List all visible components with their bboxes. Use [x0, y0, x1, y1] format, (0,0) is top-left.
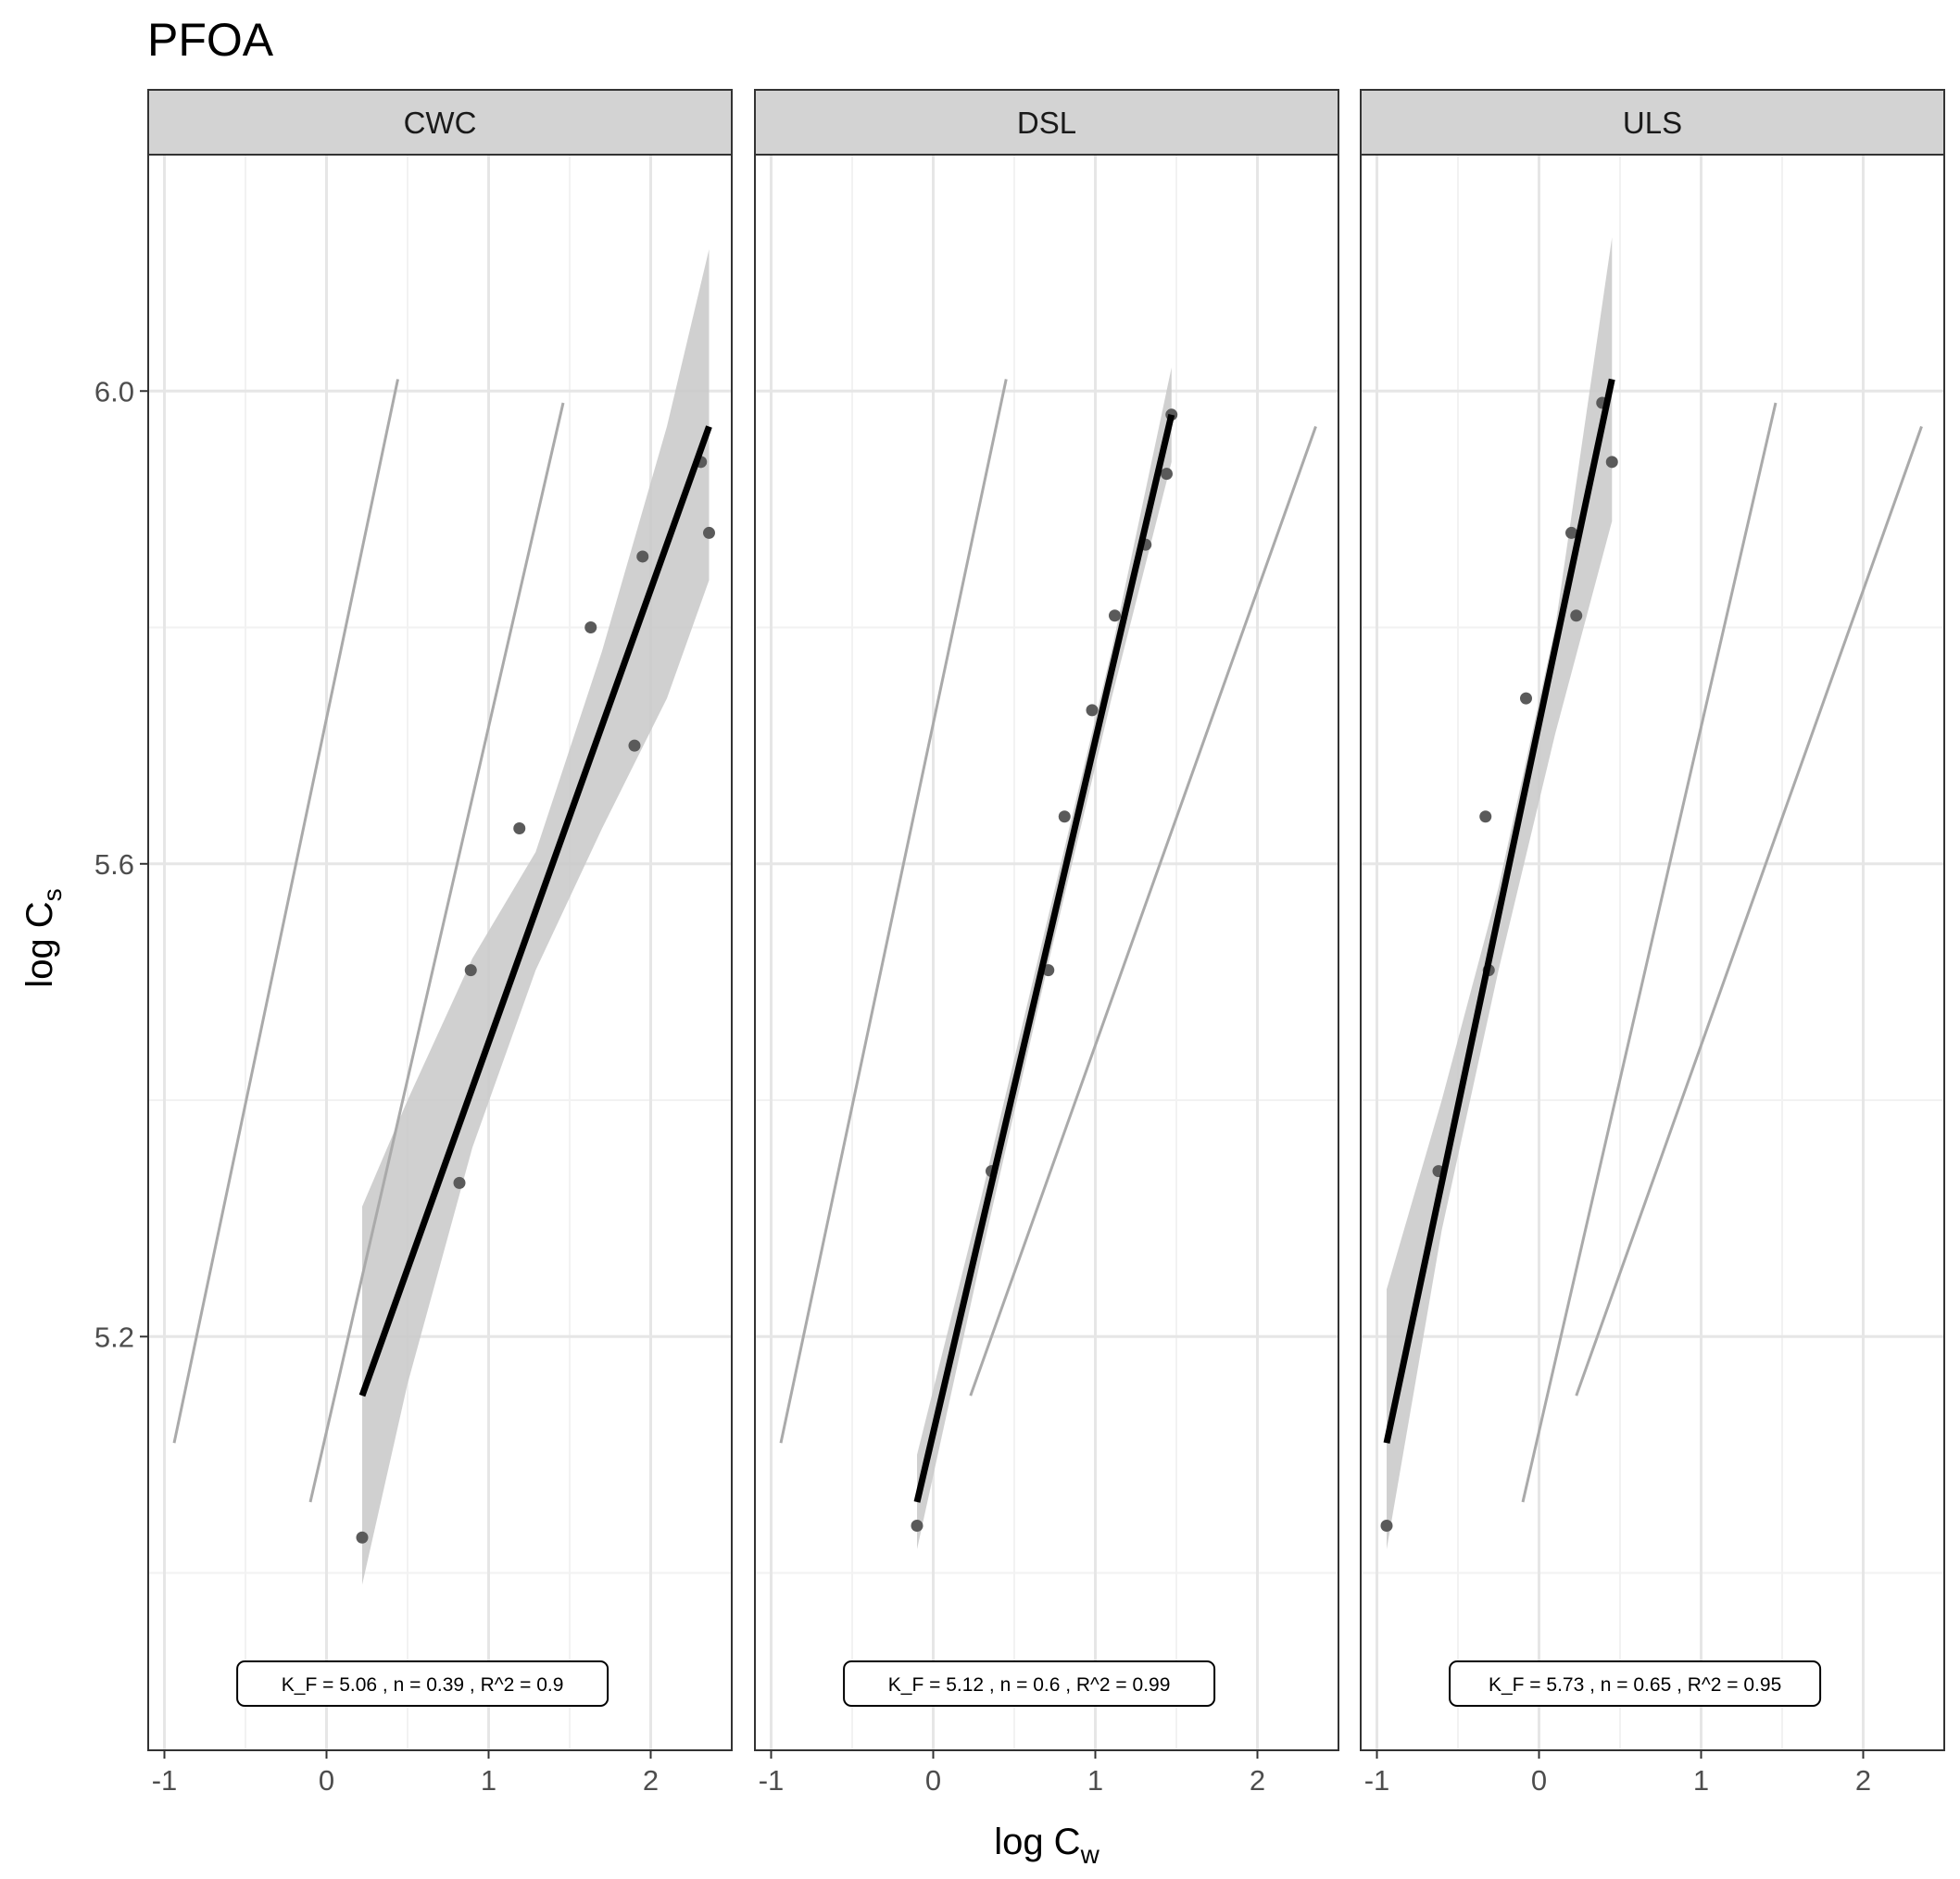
chart-title: PFOA	[147, 14, 274, 66]
panel-uls: K_F = 5.73 , n = 0.65 , R^2 = 0.95 ULS -1 0…	[1360, 89, 1945, 1797]
data-point	[513, 821, 526, 834]
x-tick-label: 1	[1087, 1764, 1103, 1797]
annotation-label: K_F = 5.12 , n = 0.6 , R^2 = 0.99	[888, 1674, 1171, 1696]
reference-line	[969, 426, 1317, 1397]
fit-line	[913, 413, 1175, 1503]
data-point	[1380, 1520, 1393, 1533]
reference-line	[308, 402, 565, 1503]
data-point	[356, 1531, 369, 1544]
data-point	[1605, 456, 1618, 469]
x-axis-title: log Cw	[994, 1822, 1099, 1869]
confidence-band	[1387, 237, 1613, 1549]
y-axis-title: log Cs	[19, 888, 67, 987]
panel-dsl: K_F = 5.12 , n = 0.6 , R^2 = 0.99 DSL -1 0 1…	[754, 89, 1339, 1797]
annotation-box	[843, 1660, 1216, 1707]
x-axis-title-main: log C	[994, 1822, 1080, 1862]
annotation-box	[1449, 1660, 1822, 1707]
x-tick-label: 1	[1693, 1764, 1709, 1797]
reference-line	[1521, 402, 1778, 1503]
y-axis-title-sub: s	[38, 888, 67, 901]
panels-layer: 5.2 5.6 6.0 K_F = 5.06 , n = 0.39 , R^2 = 0…	[94, 89, 1945, 1797]
x-tick-label: -1	[152, 1764, 178, 1797]
x-tick-label: 2	[643, 1764, 659, 1797]
reference-line	[779, 379, 1008, 1444]
x-tick-label: 0	[319, 1764, 334, 1797]
annotation-label: K_F = 5.06 , n = 0.39 , R^2 = 0.9	[282, 1674, 564, 1696]
facet-strip-label: CWC	[404, 106, 477, 140]
facet-strip	[754, 89, 1339, 156]
data-point	[628, 739, 641, 752]
y-tick-label: 6.0	[94, 375, 134, 407]
facet-strip	[147, 89, 733, 156]
data-point	[911, 1520, 923, 1533]
reference-line	[1575, 426, 1923, 1397]
x-tick-label: -1	[759, 1764, 785, 1797]
data-point	[1109, 609, 1121, 622]
facet-strip-label: ULS	[1623, 106, 1682, 140]
fit-line	[1383, 378, 1615, 1444]
data-point	[584, 621, 597, 634]
data-point	[1479, 810, 1492, 823]
fit-line	[358, 425, 712, 1397]
data-point	[1570, 609, 1583, 622]
panel-cwc: K_F = 5.06 , n = 0.39 , R^2 = 0.9 CWC -1 0 1…	[147, 89, 733, 1797]
data-point	[453, 1176, 466, 1189]
y-axis-title-main: log C	[19, 901, 60, 987]
x-tick-label: 2	[1250, 1764, 1265, 1797]
panel-background	[148, 155, 732, 1750]
data-point	[1058, 810, 1071, 823]
reference-line	[172, 379, 399, 1444]
x-tick-label: 0	[1531, 1764, 1547, 1797]
annotation-label: K_F = 5.73 , n = 0.65 , R^2 = 0.95	[1489, 1674, 1781, 1696]
y-tick-label: 5.2	[94, 1321, 134, 1353]
annotation-box	[236, 1660, 609, 1707]
data-point	[636, 550, 649, 563]
x-tick-label: 1	[481, 1764, 496, 1797]
y-tick-label: 5.6	[94, 848, 134, 881]
x-axis-title-sub: w	[1080, 1840, 1100, 1869]
panel-background	[1361, 155, 1944, 1750]
data-point	[1520, 692, 1532, 705]
data-point	[1565, 526, 1577, 539]
data-point	[464, 964, 477, 977]
data-point	[703, 526, 715, 539]
data-point	[1086, 704, 1099, 717]
x-tick-label: 0	[925, 1764, 941, 1797]
data-point	[1161, 468, 1173, 481]
facet-strip-label: DSL	[1017, 106, 1076, 140]
x-tick-label: -1	[1364, 1764, 1390, 1797]
x-tick-label: 2	[1855, 1764, 1871, 1797]
facet-strip	[1360, 89, 1945, 156]
